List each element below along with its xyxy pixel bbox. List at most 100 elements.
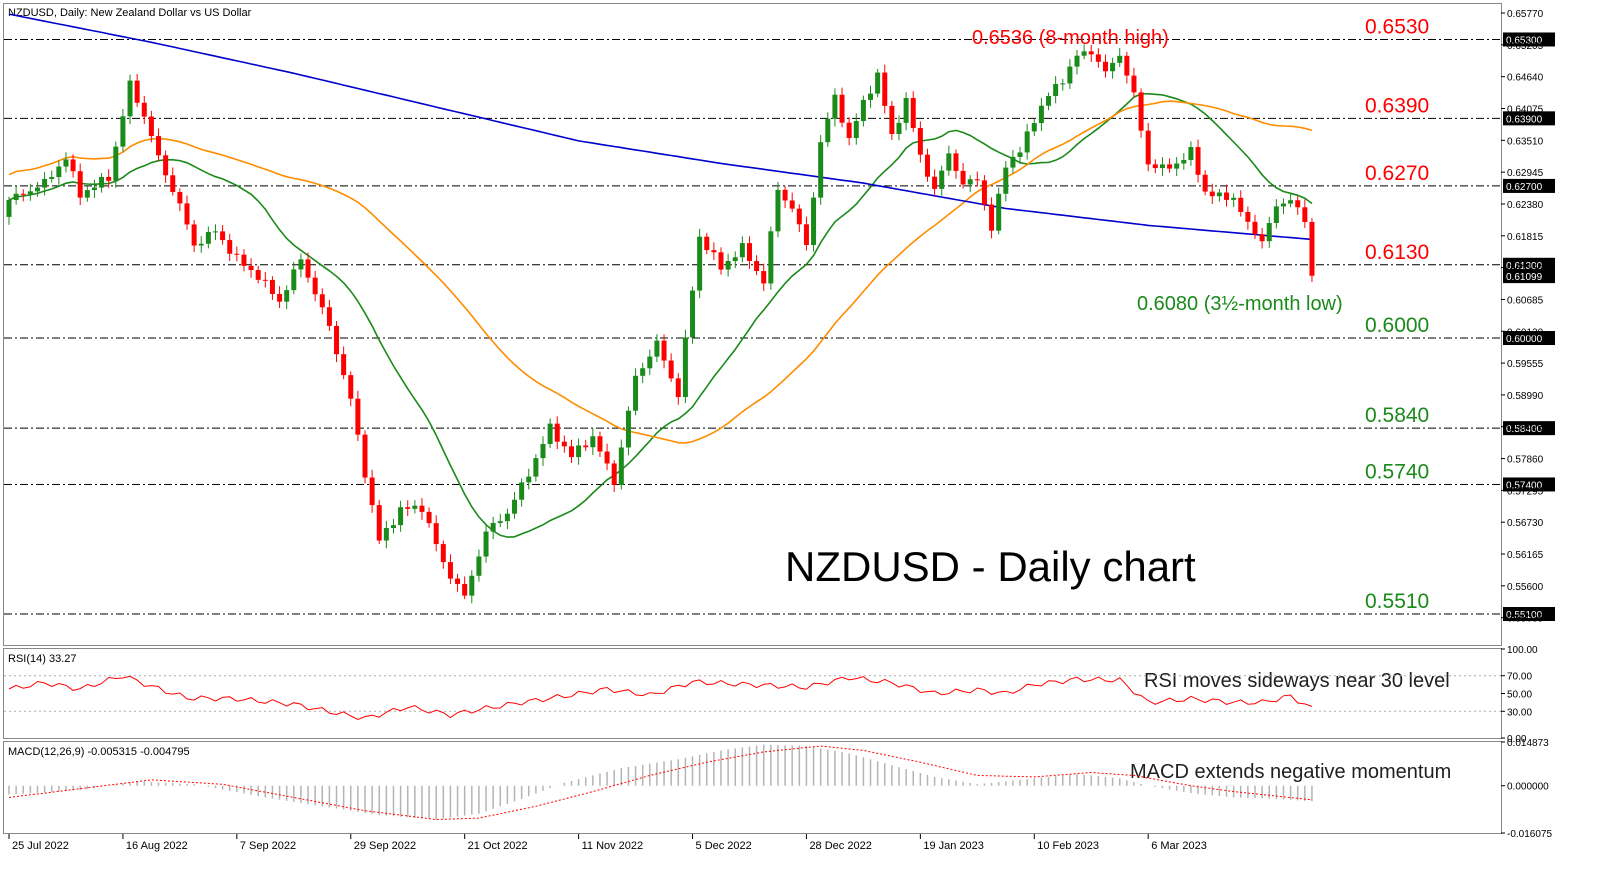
candle-body bbox=[1003, 167, 1009, 194]
candle-body bbox=[56, 166, 62, 178]
candle-body bbox=[611, 463, 617, 485]
candle bbox=[675, 373, 681, 405]
candle-body bbox=[433, 523, 439, 545]
candle-body bbox=[163, 155, 169, 176]
candle-body bbox=[1167, 164, 1173, 169]
candle-body bbox=[27, 191, 33, 195]
candle bbox=[127, 74, 133, 125]
price-tick-label: 0.60685 bbox=[1507, 295, 1544, 306]
candle bbox=[981, 175, 987, 211]
price-tick-label: 0.65205 bbox=[1507, 41, 1544, 52]
candle bbox=[70, 154, 76, 178]
candle-body bbox=[640, 368, 646, 376]
level-label-0-5740: 0.5740 bbox=[1365, 460, 1429, 483]
candle bbox=[583, 439, 589, 451]
candle-body bbox=[269, 279, 275, 294]
rsi-panel: RSI(14) 33.27 RSI moves sideways near 30… bbox=[3, 645, 1538, 745]
candle bbox=[490, 516, 496, 540]
macd-annotation: MACD extends negative momentum bbox=[1130, 761, 1451, 783]
candle bbox=[1259, 227, 1265, 249]
candle bbox=[1046, 92, 1052, 111]
time-tick-label: 7 Sep 2022 bbox=[240, 840, 296, 852]
candle bbox=[120, 108, 126, 152]
candle bbox=[996, 187, 1002, 235]
candle-body bbox=[1088, 51, 1094, 55]
rsi-line bbox=[8, 675, 1313, 721]
candle bbox=[99, 173, 105, 193]
candle-body bbox=[989, 204, 995, 231]
time-tick-label: 10 Feb 2023 bbox=[1037, 840, 1099, 852]
candle-body bbox=[946, 153, 952, 171]
candle bbox=[561, 435, 567, 453]
macd-tick-label: -0.016075 bbox=[1507, 829, 1552, 840]
candle bbox=[519, 478, 525, 507]
candle bbox=[725, 253, 731, 277]
candle-body bbox=[568, 446, 574, 458]
candle-body bbox=[811, 197, 817, 246]
candle-body bbox=[1046, 95, 1052, 106]
candle bbox=[163, 150, 169, 183]
candle bbox=[811, 192, 817, 252]
rsi-tick-label: 0.00 bbox=[1507, 734, 1527, 745]
time-tick-label: 21 Oct 2022 bbox=[468, 840, 528, 852]
sma-line-50 bbox=[8, 100, 1313, 444]
candle-body bbox=[1159, 164, 1165, 169]
price-tick-label: 0.57295 bbox=[1507, 486, 1544, 497]
candle bbox=[447, 554, 453, 585]
candle bbox=[504, 508, 510, 530]
candle bbox=[241, 249, 247, 272]
candle bbox=[633, 368, 639, 416]
candle bbox=[1245, 206, 1251, 230]
candle bbox=[704, 232, 710, 255]
candle bbox=[711, 242, 717, 261]
candle bbox=[91, 179, 97, 198]
candle bbox=[761, 263, 767, 291]
candle bbox=[198, 236, 204, 253]
candles bbox=[6, 44, 1315, 604]
time-tick-label: 6 Mar 2023 bbox=[1151, 840, 1207, 852]
time-tick-label: 5 Dec 2022 bbox=[696, 840, 752, 852]
candle-body bbox=[583, 445, 589, 448]
candle bbox=[255, 265, 261, 284]
candle-body bbox=[1202, 174, 1208, 192]
axis-level-box bbox=[1503, 607, 1555, 622]
candle-body bbox=[746, 243, 752, 262]
candle bbox=[1152, 159, 1158, 174]
candle-body bbox=[825, 118, 831, 143]
candle-body bbox=[77, 171, 83, 198]
candle bbox=[768, 226, 774, 290]
candle bbox=[1309, 218, 1315, 283]
candle bbox=[319, 288, 325, 315]
candle bbox=[63, 152, 69, 173]
candle-body bbox=[490, 522, 496, 532]
candle bbox=[156, 128, 162, 162]
candle-body bbox=[398, 507, 404, 526]
candle-body bbox=[241, 254, 247, 266]
candle bbox=[1038, 97, 1044, 131]
candle bbox=[326, 299, 332, 331]
rsi-header: RSI(14) 33.27 bbox=[8, 653, 76, 665]
candle bbox=[383, 520, 389, 549]
chart-title: NZDUSD - Daily chart bbox=[785, 543, 1196, 590]
candle bbox=[284, 285, 290, 310]
candle bbox=[604, 443, 610, 471]
candle bbox=[220, 224, 226, 245]
axis-level-label: 0.62700 bbox=[1506, 182, 1543, 193]
candle-body bbox=[875, 72, 881, 94]
sma-lines bbox=[8, 13, 1313, 538]
level-label-0-5840: 0.5840 bbox=[1365, 404, 1429, 427]
candle bbox=[334, 321, 340, 363]
axis-level-box bbox=[1503, 477, 1555, 492]
axis-level-label: 0.60000 bbox=[1506, 334, 1543, 345]
macd-panel: MACD(12,26,9) -0.005315 -0.004795 MACD e… bbox=[3, 738, 1552, 840]
candle-body bbox=[362, 434, 368, 478]
candle-body bbox=[91, 187, 97, 191]
candle bbox=[889, 101, 895, 140]
axis-level-label: 0.65300 bbox=[1506, 35, 1543, 46]
candle-body bbox=[725, 261, 731, 270]
candle bbox=[170, 167, 176, 196]
candle-body bbox=[939, 170, 945, 189]
candle-body bbox=[803, 224, 809, 246]
candle bbox=[469, 570, 475, 604]
candle bbox=[946, 145, 952, 176]
